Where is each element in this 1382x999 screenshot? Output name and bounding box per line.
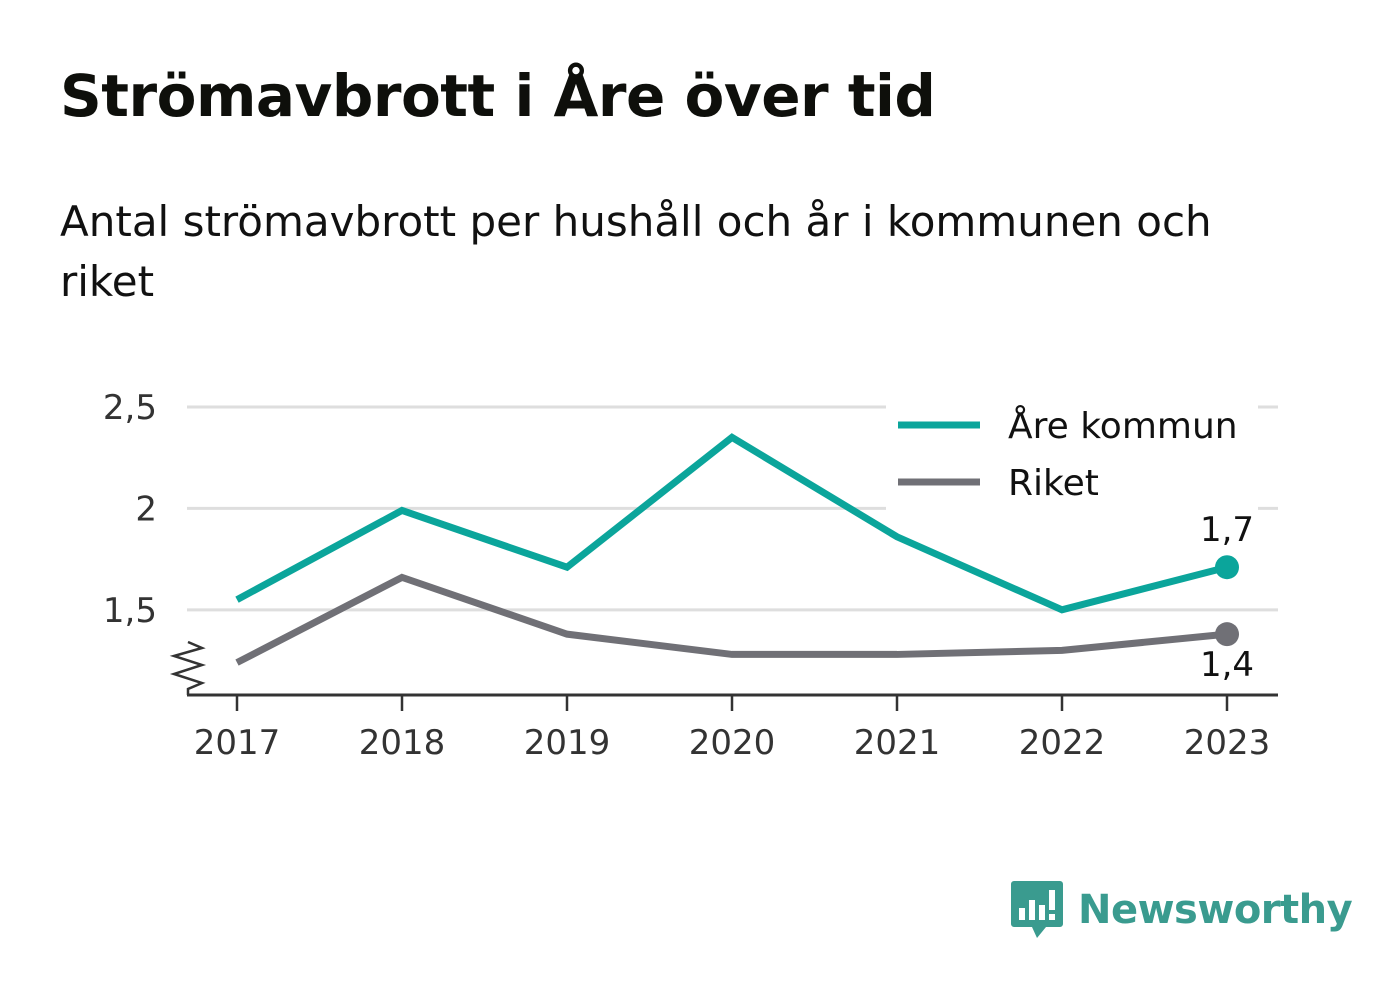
end-dot-are: [1215, 555, 1239, 580]
x-tick-label: 2019: [524, 723, 611, 763]
end-label-are: 1,7: [1200, 510, 1254, 550]
end-label-riket: 1,4: [1200, 645, 1254, 685]
bar-chart-speech-bubble-icon: [1011, 881, 1063, 938]
y-tick-label: 2,5: [103, 388, 157, 428]
chart-title: Strömavbrott i Åre över tid: [60, 62, 936, 130]
x-tick-label: 2022: [1019, 723, 1106, 763]
y-tick-label: 2: [135, 489, 157, 529]
chart-subtitle: Antal strömavbrott per hushåll och år i …: [60, 197, 1212, 306]
axis-break-icon: [169, 640, 207, 695]
x-axis-ticks: 2017 2018 2019 2020 2021 2022 2023: [194, 695, 1271, 763]
y-tick-label: 1,5: [103, 591, 157, 631]
series-line-are: [235, 433, 1228, 614]
x-tick-label: 2020: [689, 723, 776, 763]
x-axis: [169, 640, 1278, 697]
y-axis-ticks: 2,5 2 1,5: [103, 388, 157, 631]
end-dot-riket: [1215, 622, 1239, 647]
legend-label-riket: Riket: [1008, 463, 1099, 504]
x-tick-label: 2018: [359, 723, 446, 763]
legend: Åre kommun Riket: [886, 398, 1258, 516]
legend-background: [886, 398, 1258, 516]
series-line-riket: [235, 573, 1228, 666]
brand-name: Newsworthy: [1078, 887, 1353, 933]
series-lines: [235, 433, 1239, 666]
end-labels: 1,7 1,4: [1200, 510, 1254, 685]
x-tick-label: 2023: [1184, 723, 1271, 763]
x-tick-label: 2021: [854, 723, 941, 763]
x-tick-label: 2017: [194, 723, 281, 763]
legend-label-are: Åre kommun: [1008, 404, 1238, 447]
brand-logo: Newsworthy: [1010, 878, 1353, 942]
